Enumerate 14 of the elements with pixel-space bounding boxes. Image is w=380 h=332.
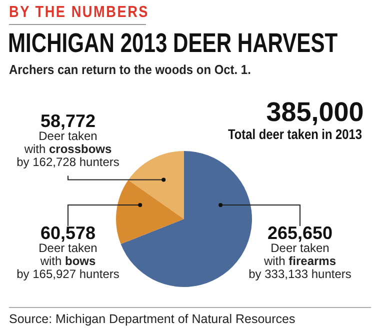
- text: Total deer taken in 2013: [226, 126, 364, 142]
- pie-slice: [128, 151, 184, 219]
- data-label: 60,578: [40, 223, 96, 243]
- data-label: 58,772: [40, 110, 96, 131]
- pie-slice: [116, 180, 184, 244]
- text: 385,000: [265, 97, 365, 128]
- category-label: Deer taken with bows by 165,927 hunters: [16, 241, 120, 281]
- source-note: Source: Michigan Department of Natural Resources: [9, 312, 296, 326]
- chart-subtitle: Archers can return to the woods on Oct. 1.: [9, 62, 251, 77]
- category-label: Deer taken with crossbows by 162,728 hunters: [16, 128, 120, 169]
- category-label: Deer taken with firearms by 333,133 hunters: [248, 241, 352, 281]
- chart-title: MICHIGAN 2013 DEER HARVEST: [8, 28, 338, 59]
- text: BY THE NUMBERS: [9, 4, 150, 22]
- data-label: 265,650: [267, 223, 333, 243]
